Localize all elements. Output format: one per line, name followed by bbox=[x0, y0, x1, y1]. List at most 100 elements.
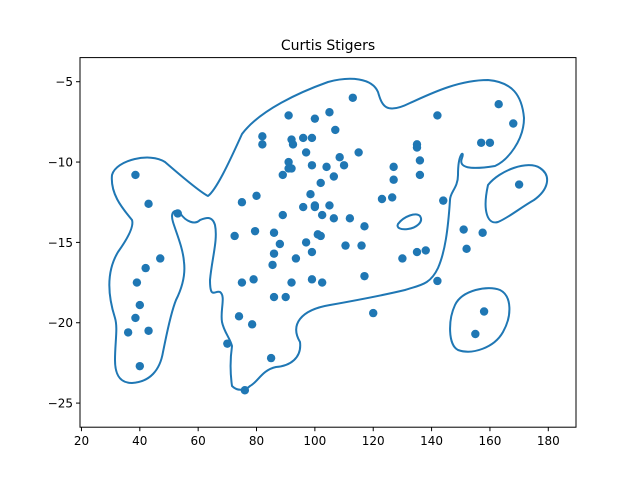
data-point bbox=[306, 189, 315, 199]
data-point bbox=[317, 278, 327, 287]
data-point bbox=[307, 247, 317, 257]
x-tick-label: 20 bbox=[74, 434, 89, 448]
data-point bbox=[509, 119, 518, 128]
data-point bbox=[307, 133, 317, 143]
data-point bbox=[329, 214, 339, 223]
x-tick-label: 120 bbox=[362, 434, 385, 448]
data-point bbox=[234, 312, 244, 321]
data-point bbox=[144, 326, 153, 335]
data-point bbox=[135, 361, 145, 371]
data-point bbox=[485, 138, 495, 147]
x-tick-label: 60 bbox=[191, 434, 206, 448]
data-point bbox=[479, 307, 489, 316]
data-point bbox=[237, 278, 247, 287]
x-tick-label: 100 bbox=[303, 434, 326, 448]
data-point bbox=[247, 320, 257, 329]
data-point bbox=[433, 111, 442, 120]
data-point bbox=[141, 263, 150, 273]
data-point bbox=[348, 93, 357, 102]
data-point bbox=[237, 198, 247, 207]
data-point bbox=[462, 244, 471, 254]
data-point bbox=[301, 148, 311, 157]
data-point bbox=[341, 241, 350, 250]
y-tick-label: −15 bbox=[48, 236, 73, 250]
data-point bbox=[325, 201, 334, 210]
data-point bbox=[335, 153, 344, 162]
data-point bbox=[281, 292, 290, 302]
data-point bbox=[278, 170, 287, 180]
y-axis: −5 −10 −15 −20 −25 bbox=[48, 75, 80, 411]
data-point bbox=[329, 172, 339, 181]
data-point bbox=[173, 209, 182, 218]
data-point bbox=[307, 275, 317, 284]
data-point bbox=[476, 138, 486, 147]
data-point bbox=[299, 133, 308, 143]
data-point bbox=[325, 108, 334, 117]
data-point bbox=[389, 162, 398, 172]
data-point bbox=[132, 278, 142, 287]
contour-right-cluster bbox=[484, 164, 549, 224]
data-point bbox=[398, 254, 407, 263]
data-point bbox=[322, 162, 331, 172]
data-point bbox=[412, 247, 422, 257]
data-point bbox=[258, 140, 267, 149]
x-tick-label: 140 bbox=[420, 434, 443, 448]
y-tick-label: −10 bbox=[48, 156, 73, 170]
data-point bbox=[421, 246, 430, 255]
y-tick-label: −25 bbox=[48, 397, 73, 411]
x-tick-label: 160 bbox=[478, 434, 501, 448]
data-point bbox=[268, 260, 277, 270]
data-point bbox=[478, 228, 487, 237]
data-point bbox=[387, 193, 397, 202]
density-contours bbox=[108, 77, 549, 391]
data-point bbox=[291, 254, 301, 263]
data-point bbox=[275, 239, 285, 249]
x-tick-label: 180 bbox=[537, 434, 560, 448]
y-tick-label: −20 bbox=[48, 316, 73, 330]
data-point bbox=[354, 148, 363, 157]
data-point bbox=[299, 202, 308, 212]
data-point bbox=[310, 202, 320, 212]
data-point bbox=[269, 228, 279, 237]
contour-left-cluster bbox=[108, 77, 525, 391]
data-point bbox=[415, 170, 425, 180]
data-point bbox=[307, 161, 317, 170]
data-point bbox=[439, 196, 448, 205]
data-point bbox=[317, 210, 327, 220]
data-point bbox=[284, 111, 293, 120]
x-tick-label: 40 bbox=[132, 434, 147, 448]
data-point bbox=[288, 140, 298, 149]
data-point bbox=[345, 214, 355, 223]
data-point bbox=[123, 328, 133, 337]
data-point bbox=[287, 278, 296, 287]
contour-small-island bbox=[396, 213, 422, 231]
data-point bbox=[135, 300, 145, 310]
data-point bbox=[258, 132, 267, 141]
data-point bbox=[459, 225, 468, 234]
data-point bbox=[514, 180, 524, 189]
data-point bbox=[316, 231, 325, 241]
data-point bbox=[412, 143, 422, 152]
data-point bbox=[415, 156, 425, 165]
data-point bbox=[301, 238, 311, 247]
x-tick-label: 80 bbox=[249, 434, 264, 448]
data-point bbox=[278, 210, 287, 220]
contour-bottom-cluster bbox=[449, 287, 511, 353]
data-point bbox=[284, 157, 293, 167]
data-point bbox=[471, 329, 480, 339]
data-point bbox=[369, 308, 378, 318]
data-point bbox=[230, 231, 239, 241]
data-point bbox=[360, 271, 369, 281]
data-point bbox=[131, 170, 140, 180]
x-axis: 20 40 60 80 100 120 140 160 180 bbox=[74, 427, 560, 448]
data-point bbox=[223, 339, 232, 348]
data-point bbox=[360, 222, 369, 231]
data-point bbox=[252, 191, 261, 200]
data-point bbox=[339, 161, 349, 170]
data-point bbox=[357, 241, 366, 250]
data-point bbox=[377, 194, 387, 204]
scatter-points bbox=[123, 93, 524, 395]
data-point bbox=[269, 249, 279, 258]
data-point bbox=[250, 226, 260, 236]
